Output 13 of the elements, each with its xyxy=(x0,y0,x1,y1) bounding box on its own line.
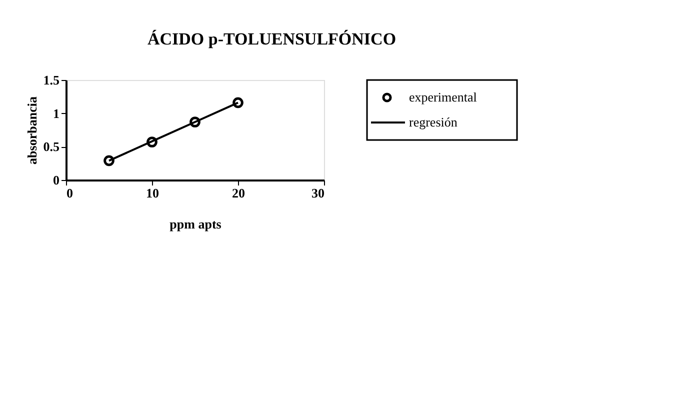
y-tick-label: 1.5 xyxy=(43,72,60,88)
legend-label: experimental xyxy=(409,90,478,104)
y-tick-label: 0 xyxy=(53,172,60,188)
chart-title: ÁCIDO p-TOLUENSULFÓNICO xyxy=(147,30,396,48)
x-tick-label: 20 xyxy=(232,186,245,200)
y-axis-title: absorbancia xyxy=(24,96,40,164)
legend-label: regresión xyxy=(409,114,458,130)
x-tick-label: 30 xyxy=(312,186,324,200)
y-tick-label: 0.5 xyxy=(43,139,60,154)
x-axis-title: ppm apts xyxy=(170,216,222,232)
x-tick-label: 10 xyxy=(146,186,159,200)
y-tick-label: 1 xyxy=(53,106,60,121)
x-tick-label: 0 xyxy=(66,186,73,200)
